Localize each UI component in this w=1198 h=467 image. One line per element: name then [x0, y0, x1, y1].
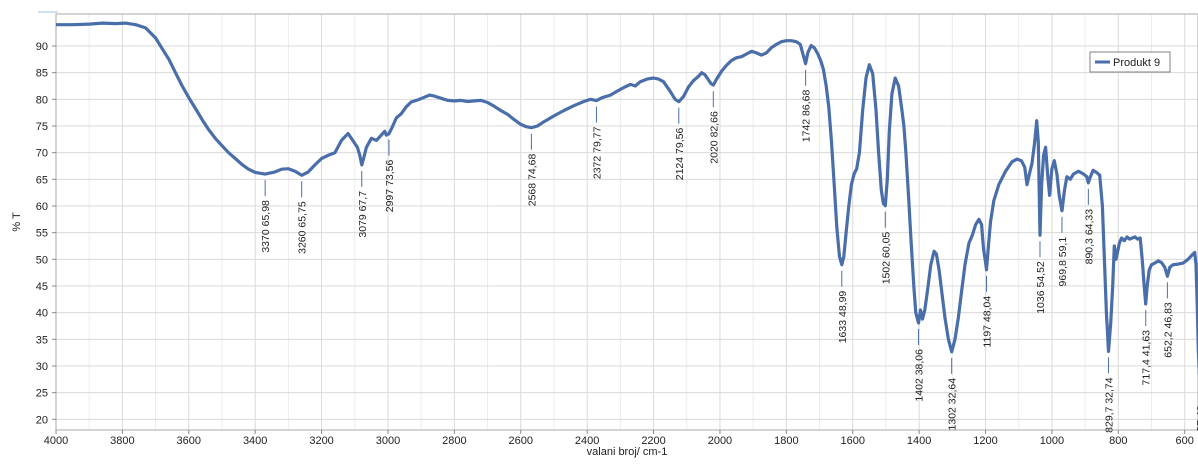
- peak-annotation: 1197 48,04: [982, 275, 994, 348]
- peak-annotation: 3260 65,75: [297, 181, 309, 254]
- y-tick-label: 20: [36, 414, 48, 426]
- x-tick-label: 1600: [841, 435, 865, 447]
- peak-label: 1197 48,04: [982, 296, 994, 348]
- y-tick-label: 45: [36, 281, 48, 293]
- x-tick-label: 1200: [973, 435, 997, 447]
- y-axis-ticks: 20 25 30 35 40 45 50 55 60 65 70 75 80 85 90: [36, 41, 56, 426]
- legend-entry-label: Produkt 9: [1113, 57, 1160, 69]
- x-tick-label: 1400: [907, 435, 931, 447]
- y-tick-label: 55: [36, 228, 48, 240]
- grid: [55, 14, 1198, 430]
- legend[interactable]: Produkt 9: [1089, 51, 1171, 73]
- peak-label: 1036 54,52: [1035, 261, 1047, 314]
- y-axis-label: % T: [11, 212, 23, 232]
- peak-annotation: 652,2 46,83: [1162, 282, 1174, 358]
- peak-annotation: 2568 74,68: [526, 133, 538, 207]
- peak-label: 2124 79,56: [674, 128, 686, 181]
- peak-annotation: 1402 38,06: [913, 329, 925, 402]
- peak-annotation: 829,7 32,74: [1103, 357, 1115, 433]
- peak-label: 1633 48,99: [837, 291, 849, 344]
- peak-annotation: 2372 79,77: [591, 106, 603, 179]
- peak-label: 890,3 64,33: [1083, 209, 1095, 265]
- y-tick-label: 30: [36, 361, 48, 373]
- y-tick-label: 35: [36, 334, 48, 346]
- peak-annotation: 27,48: [1195, 405, 1198, 431]
- peak-label: 1302 32,64: [947, 378, 959, 431]
- series-layer: [56, 21, 1198, 379]
- y-tick-label: 25: [36, 388, 48, 400]
- peak-annotation: 2997 73,56: [384, 139, 396, 213]
- x-axis-label: valani broj/ cm-1: [587, 446, 668, 458]
- peak-label: 2372 79,77: [591, 126, 603, 179]
- peak-label: 3079 67,7: [357, 191, 369, 238]
- peak-annotation: 717,4 41,63: [1141, 309, 1153, 386]
- peak-label: 2020 82,66: [708, 111, 720, 164]
- peak-label: 2997 73,56: [384, 160, 396, 213]
- y-tick-label: 65: [36, 174, 48, 186]
- peak-annotation: 3079 67,7: [357, 170, 369, 238]
- series-line-produkt-9[interactable]: [56, 21, 1198, 379]
- x-tick-label: 2000: [708, 435, 732, 447]
- y-tick-label: 40: [36, 308, 48, 320]
- x-tick-label: 2200: [641, 435, 665, 447]
- peak-annotations: 3370 65,98 3260 65,75 3079 67,7 2997 73,56 2…: [260, 69, 1198, 433]
- peak-label: 717,4 41,63: [1141, 330, 1153, 386]
- x-tick-label: 2400: [575, 435, 599, 447]
- x-tick-label: 4000: [44, 435, 68, 447]
- x-tick-label: 3000: [376, 435, 400, 447]
- legend-box: [1089, 51, 1171, 73]
- x-axis-ticks: 4000 3800 3600 3400 3200 3000 2800 2600 2400 2200…: [44, 430, 1194, 447]
- peak-label: 829,7 32,74: [1103, 377, 1115, 433]
- peak-label: 969,8 59,1: [1057, 237, 1069, 287]
- x-tick-label: 3400: [243, 435, 267, 447]
- x-tick-label: 1000: [1040, 435, 1064, 447]
- peak-annotation: 1633 48,99: [837, 270, 849, 344]
- y-tick-label: 85: [36, 68, 48, 80]
- peak-annotation: 1302 32,64: [947, 357, 959, 431]
- peak-label: 652,2 46,83: [1162, 302, 1174, 358]
- peak-label: 1502 60,05: [880, 232, 892, 285]
- peak-label: 1742 86,68: [801, 90, 813, 143]
- y-tick-label: 50: [36, 254, 48, 266]
- x-tick-label: 3200: [309, 435, 333, 447]
- peak-annotation: 969,8 59,1: [1057, 216, 1069, 287]
- peak-annotation: 890,3 64,33: [1083, 188, 1095, 265]
- y-tick-label: 90: [36, 41, 48, 53]
- peak-label: 3370 65,98: [260, 200, 272, 253]
- y-tick-label: 75: [36, 121, 48, 133]
- y-tick-label: 80: [36, 94, 48, 106]
- peak-label: 3260 65,75: [297, 201, 309, 254]
- peak-annotation: 1036 54,52: [1035, 241, 1047, 314]
- peak-annotation: 2124 79,56: [674, 107, 686, 181]
- x-tick-label: 3800: [110, 435, 134, 447]
- y-tick-label: 70: [36, 148, 48, 160]
- y-tick-label: 60: [36, 201, 48, 213]
- peak-label: 2568 74,68: [526, 154, 538, 207]
- x-tick-label: 2800: [442, 435, 466, 447]
- peak-annotation: 1742 86,68: [801, 69, 813, 143]
- x-tick-label: 1800: [774, 435, 798, 447]
- x-tick-label: 600: [1176, 435, 1194, 447]
- peak-annotation: 2020 82,66: [708, 91, 720, 164]
- x-tick-label: 800: [1109, 435, 1127, 447]
- peak-annotation: 1502 60,05: [880, 211, 892, 285]
- peak-annotation: 3370 65,98: [260, 180, 272, 253]
- plot-frame: [55, 13, 1198, 431]
- x-tick-label: 3600: [177, 435, 201, 447]
- peak-label: 27,48: [1195, 405, 1198, 431]
- x-tick-label: 2600: [509, 435, 533, 447]
- peak-label: 1402 38,06: [913, 349, 925, 402]
